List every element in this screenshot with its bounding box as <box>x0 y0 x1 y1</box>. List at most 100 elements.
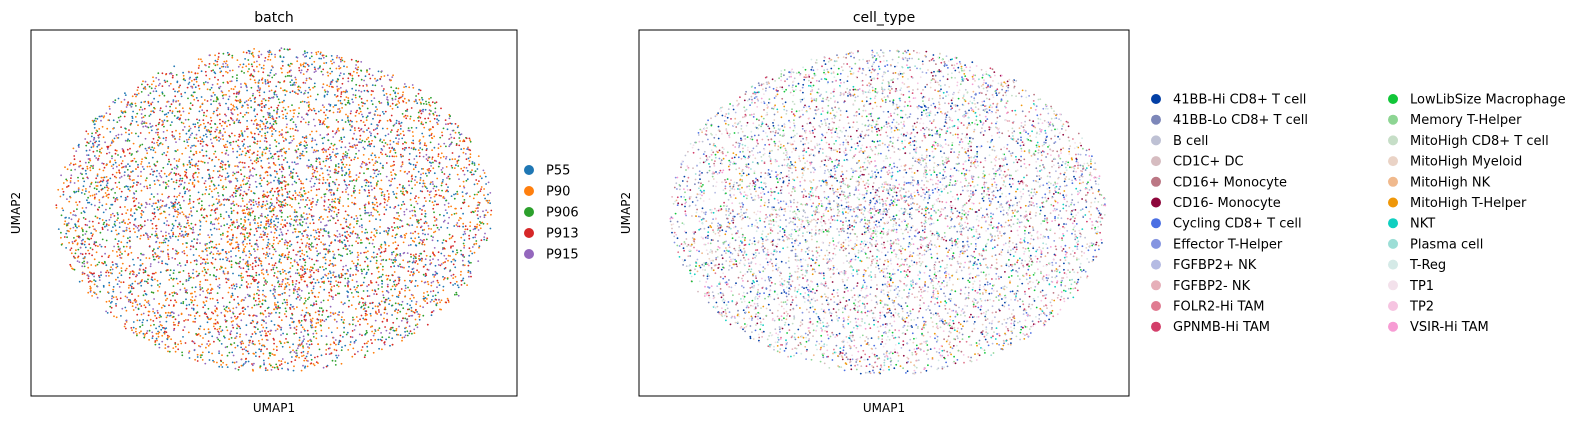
scatter-point <box>445 199 448 202</box>
scatter-point <box>289 91 292 94</box>
scatter-point <box>231 76 234 78</box>
scatter-point <box>310 109 313 112</box>
scatter-point <box>196 210 198 213</box>
scatter-point <box>72 147 75 150</box>
scatter-point <box>464 228 467 231</box>
scatter-point <box>375 182 378 184</box>
scatter-point <box>338 184 340 186</box>
scatter-point <box>209 116 212 119</box>
scatter-point <box>397 92 399 95</box>
scatter-point <box>373 228 376 230</box>
scatter-point <box>114 224 117 227</box>
scatter-point <box>254 215 256 218</box>
scatter-point <box>139 144 142 147</box>
scatter-point <box>289 215 292 218</box>
scatter-point <box>474 170 477 173</box>
scatter-point <box>258 257 261 260</box>
scatter-point <box>320 57 322 60</box>
scatter-point <box>188 198 191 201</box>
scatter-point <box>286 256 289 259</box>
scatter-point <box>156 339 158 342</box>
scatter-point <box>285 285 288 288</box>
scatter-point <box>255 127 258 130</box>
scatter-point <box>120 110 123 112</box>
scatter-point <box>371 139 373 142</box>
scatter-point <box>425 274 428 277</box>
scatter-point <box>295 78 297 81</box>
scatter-point <box>274 130 277 132</box>
scatter-point <box>90 264 93 266</box>
scatter-point <box>282 117 284 119</box>
scatter-point <box>251 275 253 278</box>
scatter-point <box>258 355 261 358</box>
scatter-point <box>329 191 332 194</box>
scatter-point <box>129 290 132 293</box>
scatter-point <box>308 313 311 315</box>
scatter-point <box>61 207 64 210</box>
scatter-point <box>317 296 320 298</box>
scatter-point <box>397 282 400 285</box>
scatter-point <box>172 277 175 280</box>
scatter-point <box>206 247 208 250</box>
scatter-point <box>183 287 186 290</box>
scatter-point <box>98 181 101 184</box>
scatter-point <box>436 226 439 229</box>
scatter-point <box>159 314 161 317</box>
scatter-point <box>411 280 413 282</box>
scatter-point <box>237 121 240 124</box>
scatter-point <box>347 277 349 280</box>
scatter-point <box>125 321 128 323</box>
scatter-point <box>174 210 177 213</box>
scatter-point <box>288 190 291 193</box>
scatter-point <box>386 143 389 146</box>
scatter-point <box>399 292 401 294</box>
scatter-point <box>243 101 246 104</box>
scatter-point <box>305 151 308 153</box>
scatter-point <box>273 74 276 76</box>
scatter-point <box>315 300 318 303</box>
scatter-point <box>146 152 149 155</box>
scatter-point <box>208 78 211 80</box>
scatter-point <box>261 77 264 80</box>
scatter-point <box>163 332 166 335</box>
scatter-point <box>256 205 259 208</box>
scatter-point <box>394 92 396 95</box>
scatter-point <box>296 269 299 271</box>
scatter-point <box>198 129 201 132</box>
scatter-point <box>322 256 325 259</box>
scatter-point <box>414 318 417 321</box>
scatter-point <box>319 123 321 126</box>
scatter-point <box>266 174 269 177</box>
scatter-point <box>102 176 105 179</box>
scatter-point <box>82 238 84 241</box>
scatter-point <box>277 81 280 83</box>
scatter-point <box>277 181 280 183</box>
scatter-point <box>309 165 311 168</box>
scatter-point <box>216 83 219 85</box>
scatter-point <box>179 84 182 87</box>
scatter-point <box>139 207 142 209</box>
scatter-point <box>201 207 203 210</box>
scatter-point <box>303 190 306 192</box>
scatter-point <box>410 237 413 240</box>
scatter-point <box>355 89 357 92</box>
scatter-point <box>329 103 332 106</box>
scatter-point <box>415 303 417 306</box>
scatter-point <box>409 118 412 120</box>
scatter-point <box>306 365 309 368</box>
scatter-point <box>103 260 106 263</box>
scatter-point <box>205 136 208 138</box>
scatter-point <box>302 63 304 66</box>
scatter-point <box>180 114 182 117</box>
scatter-point <box>360 305 363 308</box>
scatter-point <box>208 359 211 361</box>
scatter-point <box>441 131 443 134</box>
scatter-point <box>171 227 174 230</box>
scatter-point <box>347 97 350 99</box>
scatter-point <box>477 217 480 220</box>
scatter-point <box>371 301 374 304</box>
scatter-point <box>148 310 151 313</box>
scatter-point <box>205 150 208 153</box>
scatter-point <box>362 121 365 123</box>
scatter-point <box>290 84 292 86</box>
